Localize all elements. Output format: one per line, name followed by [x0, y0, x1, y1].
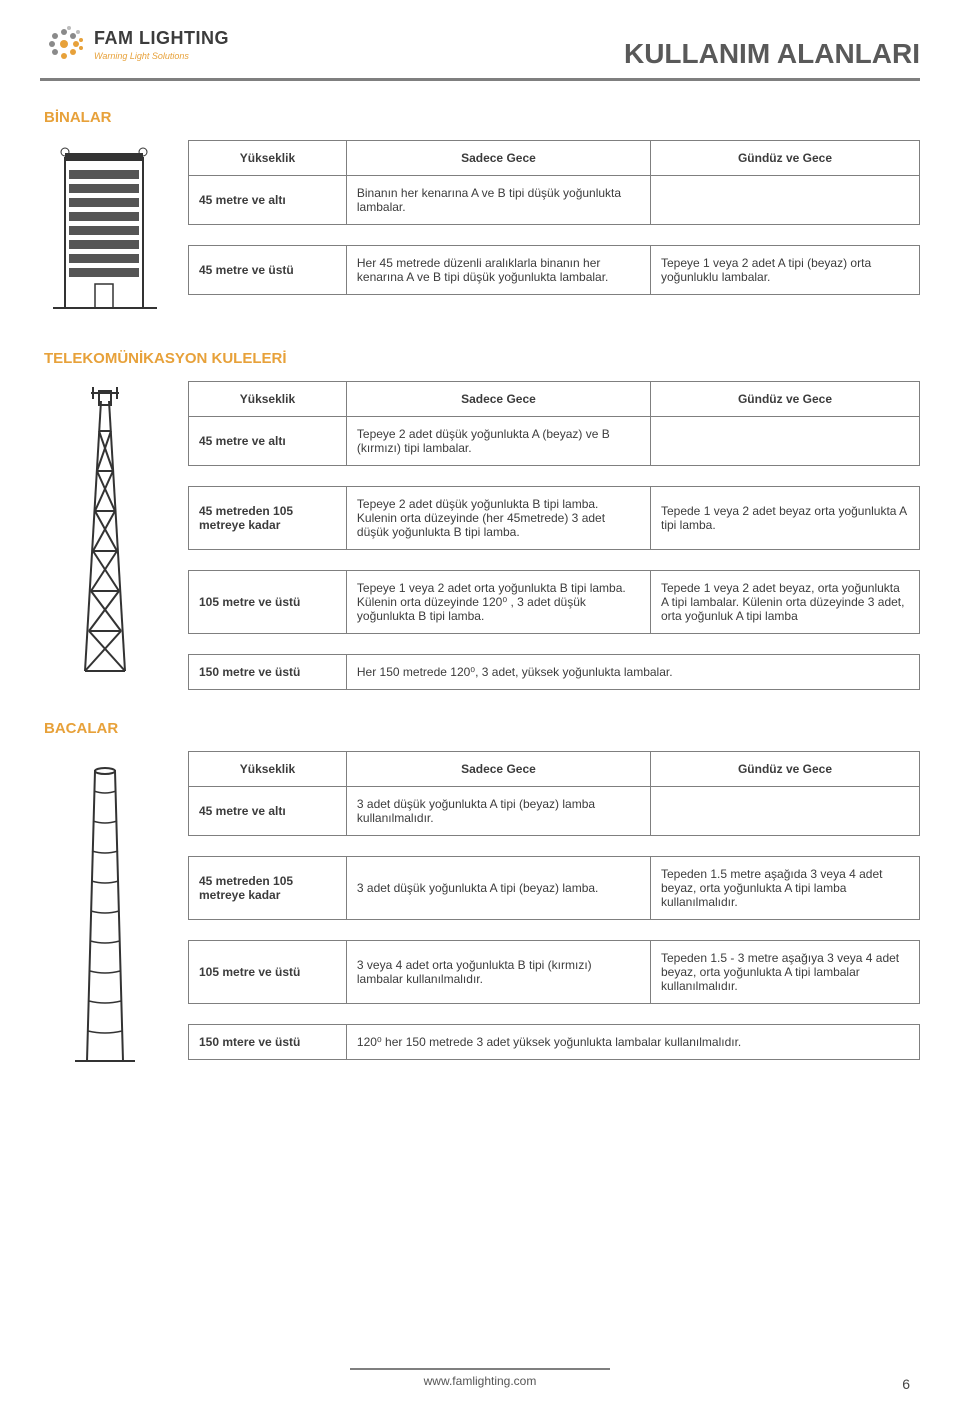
section-title-binalar: BİNALAR [44, 109, 920, 126]
table-cell: Tepede 1 veya 2 adet beyaz orta yoğunluk… [650, 487, 919, 550]
brand-tagline: Warning Light Solutions [94, 51, 229, 61]
table-cell: 3 adet düşük yoğunlukta A tipi (beyaz) l… [346, 787, 650, 836]
table-cell: Tepeye 1 veya 2 adet A tipi (beyaz) orta… [650, 246, 919, 295]
table-cell: Tepeye 2 adet düşük yoğunlukta A (beyaz)… [346, 417, 650, 466]
page-title: KULLANIM ALANLARI [624, 38, 920, 70]
section-title-telekom: TELEKOMÜNİKASYON KULELERİ [44, 350, 920, 367]
table-header: Sadece Gece [346, 752, 650, 787]
table-header: Sadece Gece [346, 382, 650, 417]
table-header: Gündüz ve Gece [650, 141, 919, 176]
table-cell: 105 metre ve üstü [189, 941, 347, 1004]
table-header: Yükseklik [189, 141, 347, 176]
table-cell: Tepeden 1.5 - 3 metre aşağıya 3 veya 4 a… [650, 941, 919, 1004]
table-cell: 45 metre ve altı [189, 176, 347, 225]
table-cell [650, 787, 919, 836]
table-cell: 45 metre ve altı [189, 417, 347, 466]
bacalar-table: Yükseklik Sadece Gece Gündüz ve Gece 45 … [188, 751, 920, 1060]
table-cell: 120⁰ her 150 metrede 3 adet yüksek yoğun… [346, 1025, 919, 1060]
table-header: Gündüz ve Gece [650, 382, 919, 417]
binalar-table: Yükseklik Sadece Gece Gündüz ve Gece 45 … [188, 140, 920, 295]
table-cell: 45 metre ve üstü [189, 246, 347, 295]
section-title-bacalar: BACALAR [44, 720, 920, 737]
logo-icon [40, 20, 88, 68]
page-number: 6 [902, 1376, 910, 1392]
table-cell: 3 adet düşük yoğunlukta A tipi (beyaz) l… [346, 857, 650, 920]
table-header: Gündüz ve Gece [650, 752, 919, 787]
chimney-illustration [40, 751, 170, 1071]
table-cell: Tepede 1 veya 2 adet beyaz, orta yoğunlu… [650, 571, 919, 634]
table-header: Sadece Gece [346, 141, 650, 176]
table-cell [650, 176, 919, 225]
table-cell: 3 veya 4 adet orta yoğunlukta B tipi (kı… [346, 941, 650, 1004]
header-rule [40, 78, 920, 81]
table-cell: Her 150 metrede 120⁰, 3 adet, yüksek yoğ… [346, 655, 919, 690]
brand-name: FAM LIGHTING [94, 28, 229, 49]
telekom-table: Yükseklik Sadece Gece Gündüz ve Gece 45 … [188, 381, 920, 690]
table-cell: Her 45 metrede düzenli aralıklarla binan… [346, 246, 650, 295]
footer-url: www.famlighting.com [424, 1374, 537, 1388]
table-cell: 45 metre ve altı [189, 787, 347, 836]
table-cell: Tepeye 2 adet düşük yoğunlukta B tipi la… [346, 487, 650, 550]
table-cell: 105 metre ve üstü [189, 571, 347, 634]
table-header: Yükseklik [189, 382, 347, 417]
logo: FAM LIGHTING Warning Light Solutions [40, 20, 229, 68]
table-cell: Tepeye 1 veya 2 adet orta yoğunlukta B t… [346, 571, 650, 634]
table-cell: Binanın her kenarına A ve B tipi düşük y… [346, 176, 650, 225]
building-illustration [40, 140, 170, 320]
table-cell: 150 metre ve üstü [189, 655, 347, 690]
tower-illustration [40, 381, 170, 681]
table-header: Yükseklik [189, 752, 347, 787]
table-cell: 150 mtere ve üstü [189, 1025, 347, 1060]
table-cell: 45 metreden 105 metreye kadar [189, 487, 347, 550]
table-cell: 45 metreden 105 metreye kadar [189, 857, 347, 920]
footer: www.famlighting.com [0, 1368, 960, 1388]
table-cell [650, 417, 919, 466]
table-cell: Tepeden 1.5 metre aşağıda 3 veya 4 adet … [650, 857, 919, 920]
